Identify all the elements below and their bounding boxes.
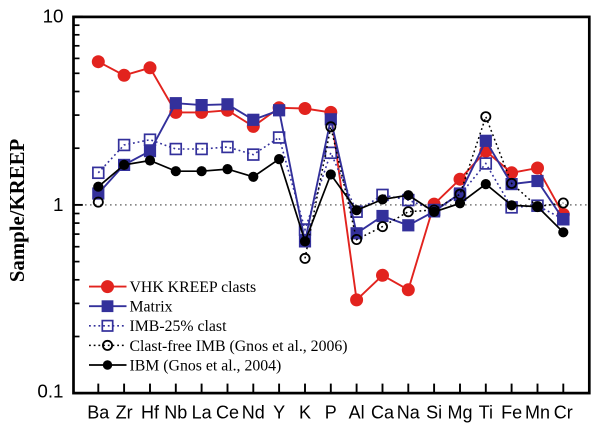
svg-text:Matrix: Matrix [130,299,173,316]
svg-text:Hf: Hf [141,403,160,423]
svg-text:Ca: Ca [371,403,395,423]
svg-text:IMB-25% clast: IMB-25% clast [130,318,228,335]
svg-text:K: K [299,403,311,423]
svg-text:Ba: Ba [87,403,110,423]
svg-text:Ti: Ti [479,403,493,423]
svg-text:VHK KREEP clasts: VHK KREEP clasts [130,279,257,296]
svg-text:La: La [192,403,213,423]
svg-text:Mg: Mg [447,403,472,423]
svg-text:Fe: Fe [501,403,522,423]
svg-text:Zr: Zr [116,403,133,423]
svg-text:Y: Y [273,403,285,423]
svg-text:P: P [325,403,337,423]
svg-text:1: 1 [53,194,63,215]
svg-text:Mn: Mn [525,403,550,423]
svg-text:Si: Si [426,403,442,423]
svg-text:IBM (Gnos et al., 2004): IBM (Gnos et al., 2004) [130,357,282,374]
svg-text:Cr: Cr [554,403,573,423]
svg-text:Na: Na [397,403,421,423]
svg-text:Ce: Ce [216,403,239,423]
svg-text:Nd: Nd [242,403,265,423]
svg-text:Nb: Nb [164,403,187,423]
svg-text:Al: Al [349,403,365,423]
svg-text:10: 10 [43,6,64,27]
svg-text:Sample/KREEP: Sample/KREEP [6,139,29,283]
svg-text:Clast-free IMB (Gnos et al., 2: Clast-free IMB (Gnos et al., 2006) [130,338,348,355]
svg-text:0.1: 0.1 [37,381,63,402]
